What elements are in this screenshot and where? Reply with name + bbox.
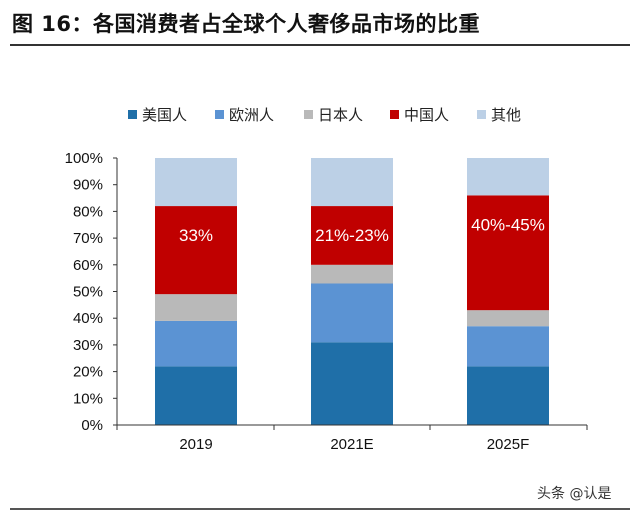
figure-title: 图 16：各国消费者占全球个人奢侈品市场的比重 bbox=[12, 12, 481, 36]
legend-swatch bbox=[128, 110, 137, 119]
bar-segment bbox=[155, 320, 237, 367]
bar-segment bbox=[155, 294, 237, 321]
y-tick-label: 70% bbox=[73, 230, 103, 247]
bar-segment bbox=[155, 366, 237, 425]
y-tick-label: 0% bbox=[81, 417, 103, 434]
legend-swatch bbox=[215, 110, 224, 119]
bar-segment bbox=[467, 195, 549, 311]
bar-annotation: 40%-45% bbox=[471, 215, 545, 234]
bar-segment bbox=[311, 283, 393, 343]
y-tick-label: 100% bbox=[65, 150, 103, 167]
legend-swatch bbox=[390, 110, 399, 119]
bar-segment bbox=[155, 158, 237, 207]
legend-label: 其他 bbox=[491, 106, 521, 124]
y-tick-label: 20% bbox=[73, 364, 103, 381]
bottom-rule bbox=[10, 508, 630, 510]
legend-label: 欧洲人 bbox=[229, 106, 274, 124]
legend-swatch bbox=[304, 110, 313, 119]
legend-label: 美国人 bbox=[142, 106, 187, 124]
legend-label: 中国人 bbox=[404, 106, 449, 124]
x-tick-label: 2025F bbox=[487, 436, 530, 453]
bar-segment bbox=[311, 206, 393, 265]
bar-annotations: 33% 21%-23% 40%-45% bbox=[179, 215, 545, 245]
y-tick-label: 40% bbox=[73, 310, 103, 327]
x-tick-label: 2019 bbox=[179, 436, 212, 453]
bar-segment bbox=[311, 264, 393, 284]
bar-segment bbox=[311, 158, 393, 207]
bar-segment bbox=[467, 310, 549, 327]
legend-swatch bbox=[477, 110, 486, 119]
title-rule bbox=[10, 44, 630, 46]
y-tick-label: 90% bbox=[73, 177, 103, 194]
watermark: 头条 @认是 bbox=[537, 486, 612, 502]
axes: 2019 2021E 2025F 0% 10% 20% 30% 40% 50% 60% 70% 80%… bbox=[65, 150, 588, 453]
bar-segment bbox=[467, 326, 549, 367]
bar-segment bbox=[155, 206, 237, 295]
y-tick-label: 10% bbox=[73, 390, 103, 407]
bar-segment bbox=[311, 342, 393, 425]
bar-annotation: 33% bbox=[179, 226, 213, 245]
bar-segment bbox=[467, 366, 549, 425]
y-tick-label: 80% bbox=[73, 203, 103, 220]
bar-segment bbox=[467, 158, 549, 196]
y-tick-label: 30% bbox=[73, 337, 103, 354]
legend-label: 日本人 bbox=[318, 106, 363, 124]
bar-annotation: 21%-23% bbox=[315, 226, 389, 245]
legend: 美国人 欧洲人 日本人 中国人 其他 bbox=[128, 106, 521, 124]
y-tick-label: 50% bbox=[73, 284, 103, 301]
x-tick-label: 2021E bbox=[330, 436, 373, 453]
bar-stacks bbox=[155, 158, 549, 425]
y-tick-label: 60% bbox=[73, 257, 103, 274]
